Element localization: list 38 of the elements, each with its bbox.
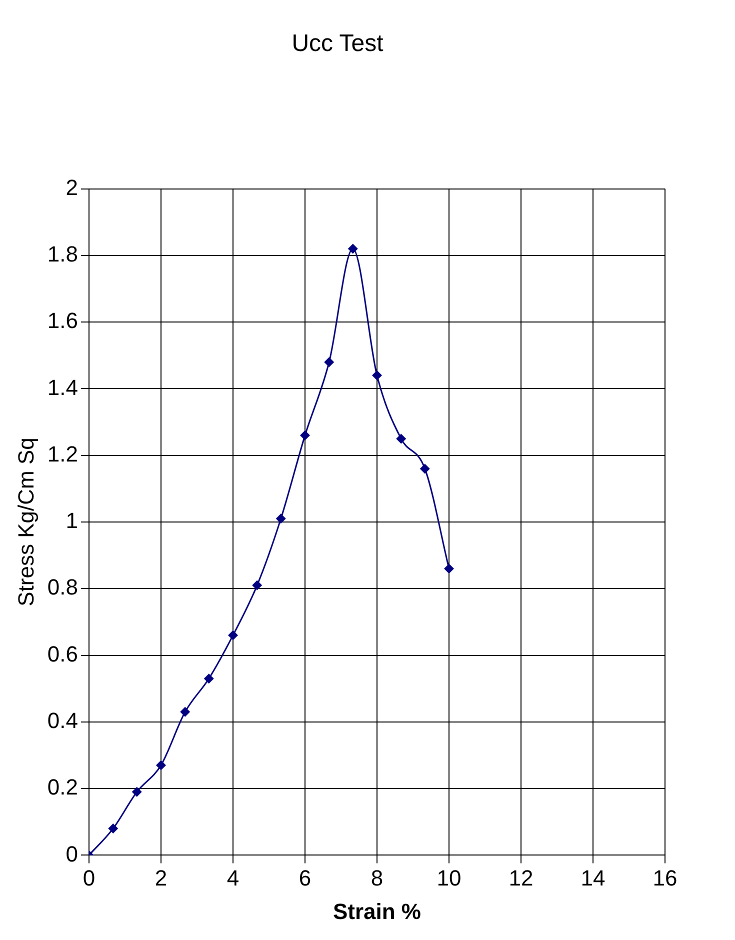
point [372, 370, 382, 380]
point [420, 464, 430, 474]
x-tick-label: 2 [154, 865, 168, 890]
point [276, 514, 286, 524]
point [444, 564, 454, 574]
x-tick-label: 8 [370, 865, 384, 890]
point [132, 786, 142, 797]
chart-title: Ucc Test [292, 30, 384, 58]
point [300, 430, 310, 440]
x-tick-label: 14 [580, 865, 606, 890]
y-axis-title: Stress Kg/Cm Sq [13, 438, 38, 606]
y-tick-label: 0 [66, 841, 78, 866]
y-tick-label: 1.4 [47, 374, 78, 400]
point [228, 630, 238, 640]
y-tick-label: 1.8 [47, 242, 78, 267]
point [156, 760, 166, 770]
point [396, 434, 406, 444]
y-tick-label: 1 [66, 508, 78, 534]
point [108, 824, 118, 834]
x-tick-label: 16 [652, 865, 678, 890]
point [180, 706, 190, 717]
x-tick-label: 0 [82, 865, 96, 890]
y-tick-label: 0.6 [47, 641, 78, 666]
x-tick-label: 10 [436, 865, 462, 890]
x-tick-label: 4 [226, 865, 240, 890]
point [204, 674, 214, 684]
y-tick-label: 1.2 [47, 441, 78, 466]
x-tick-label: 6 [298, 865, 312, 890]
y-tick-label: 2 [66, 174, 78, 200]
point [348, 244, 358, 254]
x-tick-label: 12 [508, 865, 534, 890]
y-tick-label: 0.8 [47, 574, 78, 600]
point [252, 580, 262, 590]
x-axis-title: Strain % [332, 898, 422, 924]
y-tick-label: 1.6 [47, 308, 78, 334]
y-tick-label: 0.2 [47, 774, 78, 800]
point [324, 357, 334, 368]
y-tick-label: 0.4 [47, 708, 78, 733]
